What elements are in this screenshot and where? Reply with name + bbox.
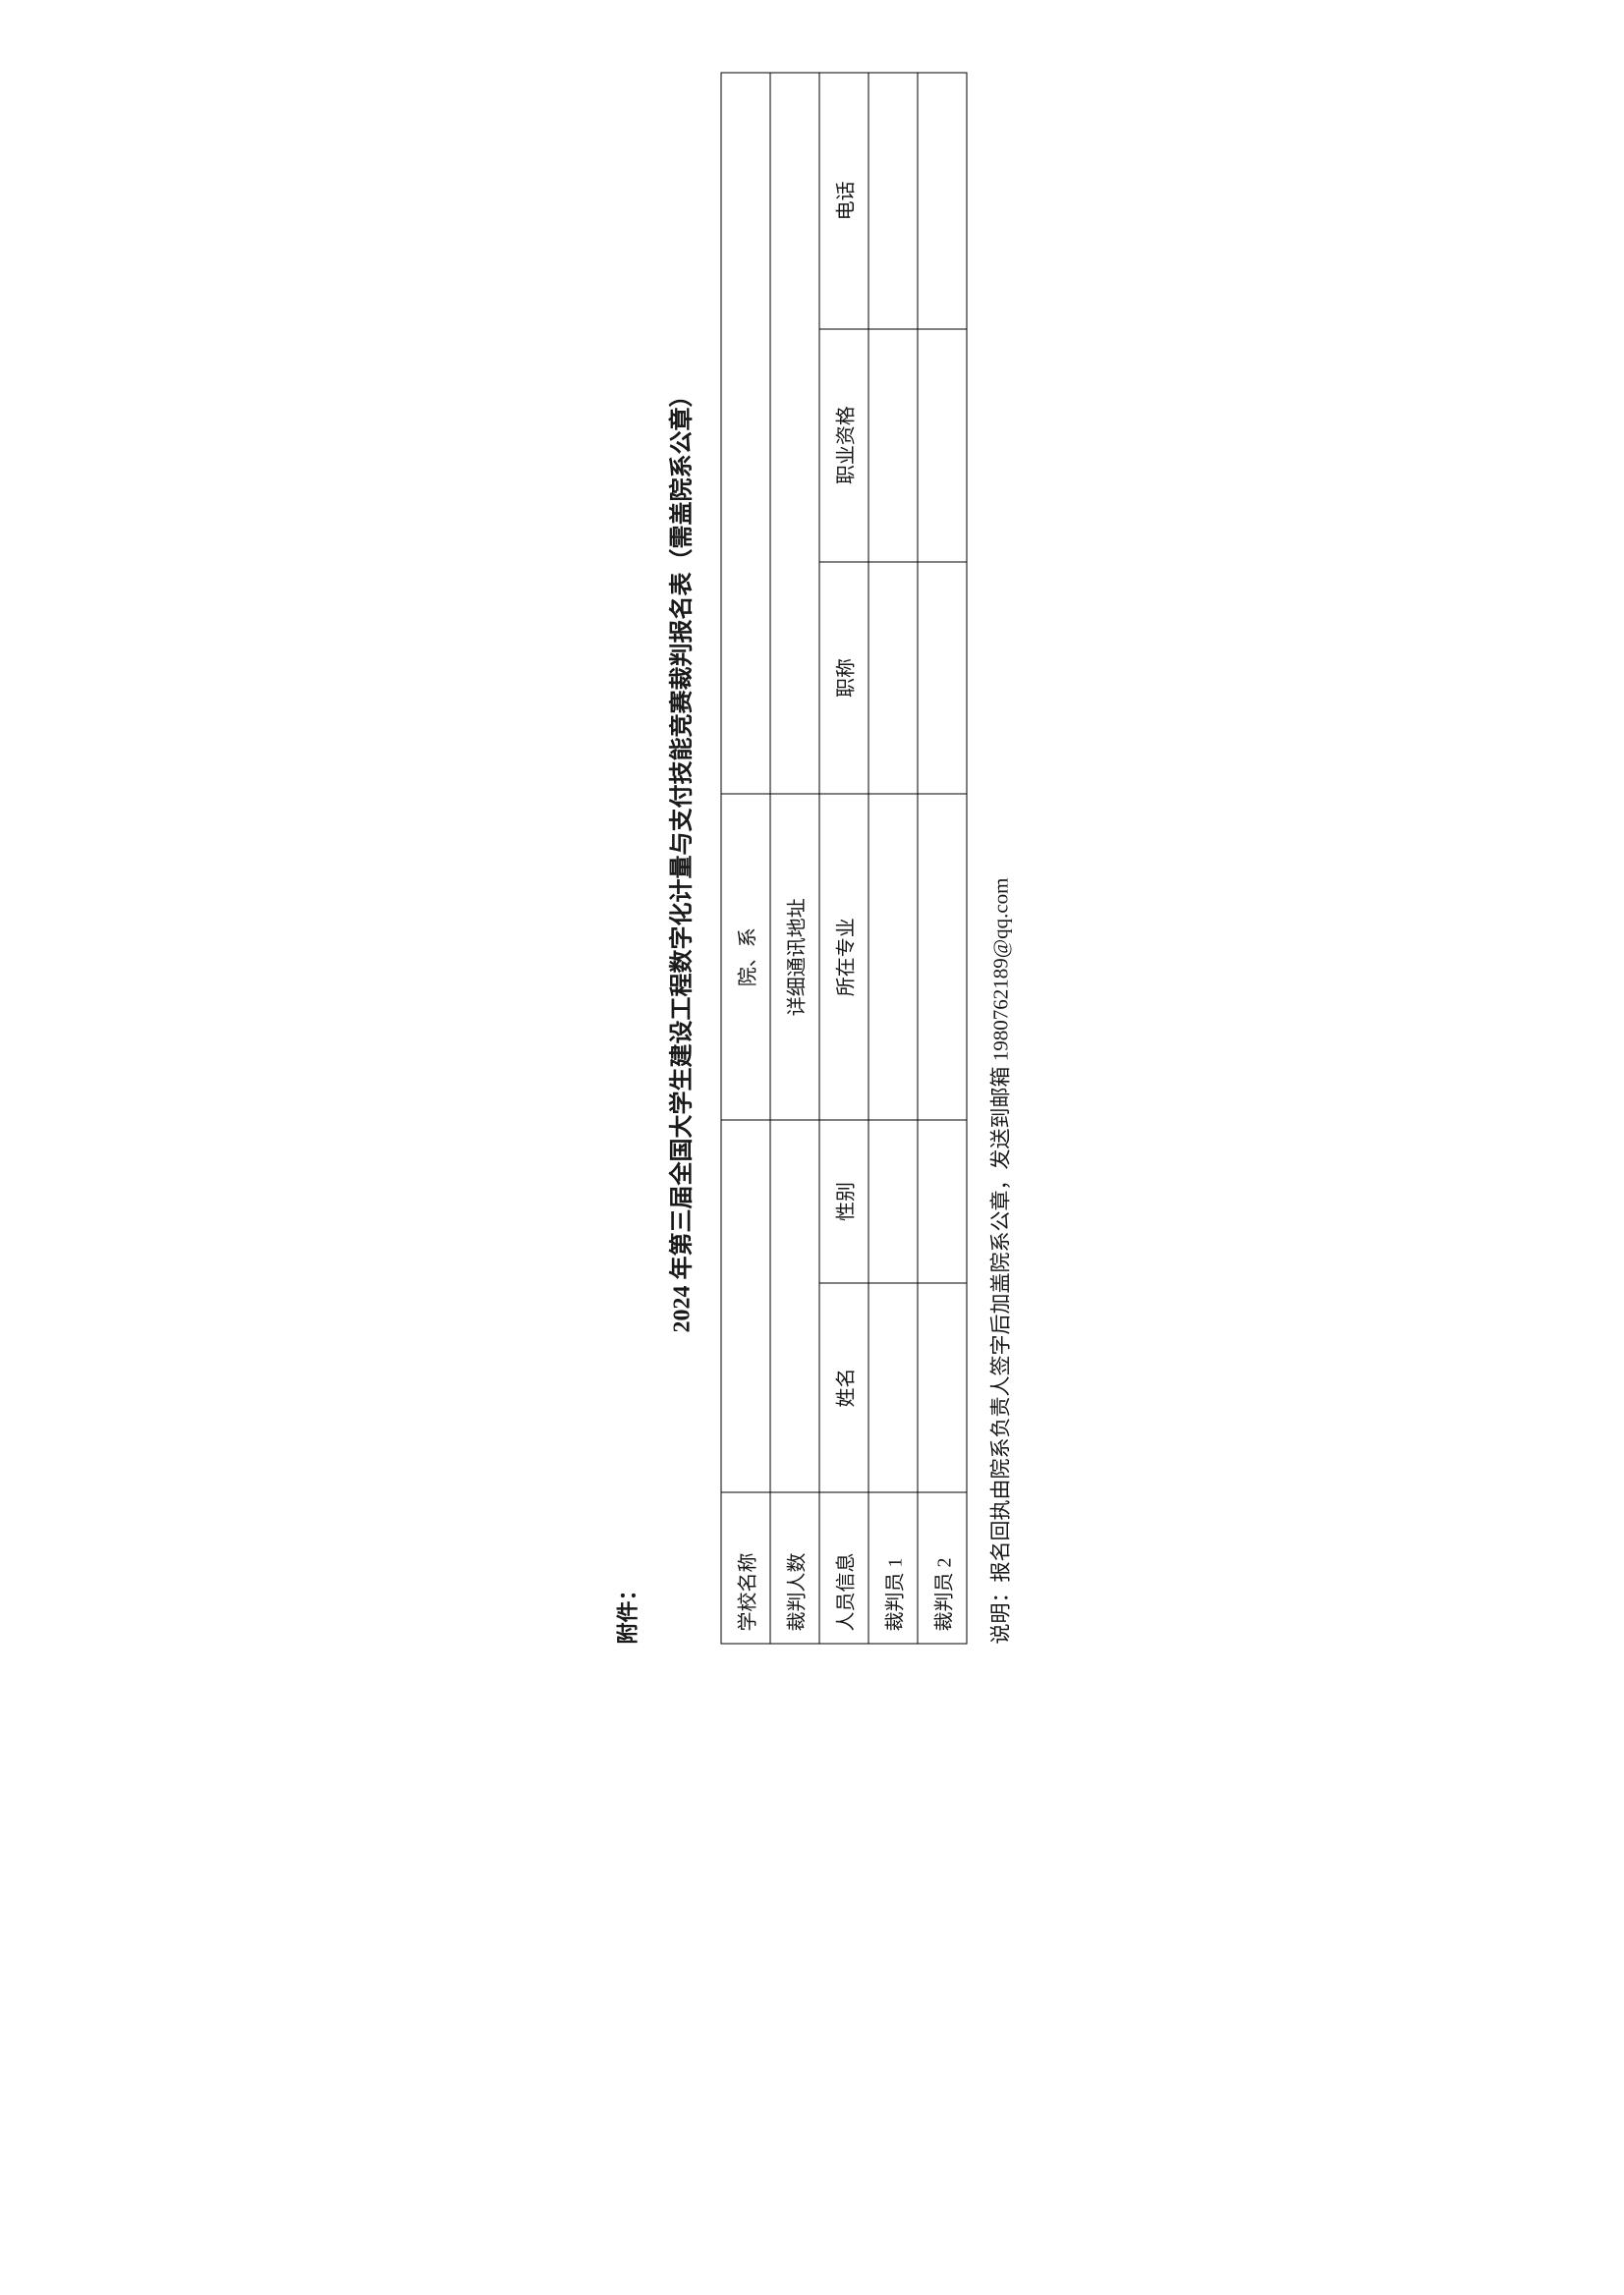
col-header-qualification: 职业资格 <box>819 329 868 562</box>
judge-count-value-cell <box>770 1120 819 1492</box>
judge1-title-cell <box>868 562 918 795</box>
address-value-cell <box>770 73 819 794</box>
judge-count-label-cell: 裁判人数 <box>770 1492 819 1644</box>
registration-table: 学校名称 院、系 裁判人数 详细通讯地址 人员信息 姓名 性别 所在专业 职称 … <box>720 73 967 1645</box>
dept-value-cell <box>721 73 770 794</box>
school-label-cell: 学校名称 <box>721 1492 770 1644</box>
table-row-headers: 人员信息 姓名 性别 所在专业 职称 职业资格 电话 <box>819 73 868 1644</box>
judge2-label-cell: 裁判员 2 <box>918 1492 967 1644</box>
judge2-name-cell <box>918 1283 967 1492</box>
judge2-major-cell <box>918 794 967 1120</box>
page-content: 附件： 2024 年第三届全国大学生建设工程数字化计量与支付技能竞赛裁判报名表（… <box>610 73 1014 1645</box>
table-row-school: 学校名称 院、系 <box>721 73 770 1644</box>
judge2-phone-cell <box>918 73 967 329</box>
judge2-gender-cell <box>918 1120 967 1283</box>
personnel-label-cell: 人员信息 <box>819 1492 868 1644</box>
table-row-judge2: 裁判员 2 <box>918 73 967 1644</box>
judge1-phone-cell <box>868 73 918 329</box>
judge1-major-cell <box>868 794 918 1120</box>
col-header-name: 姓名 <box>819 1283 868 1492</box>
form-title: 2024 年第三届全国大学生建设工程数字化计量与支付技能竞赛裁判报名表（需盖院系… <box>661 73 696 1645</box>
judge1-gender-cell <box>868 1120 918 1283</box>
table-row-judge1: 裁判员 1 <box>868 73 918 1644</box>
attachment-label: 附件： <box>610 73 642 1645</box>
table-row-count: 裁判人数 详细通讯地址 <box>770 73 819 1644</box>
col-header-major: 所在专业 <box>819 794 868 1120</box>
col-header-phone: 电话 <box>819 73 868 329</box>
col-header-title: 职称 <box>819 562 868 795</box>
school-value-cell <box>721 1120 770 1492</box>
address-label-cell: 详细通讯地址 <box>770 794 819 1120</box>
judge2-qualification-cell <box>918 329 967 562</box>
judge2-title-cell <box>918 562 967 795</box>
col-header-gender: 性别 <box>819 1120 868 1283</box>
judge1-qualification-cell <box>868 329 918 562</box>
dept-label-cell: 院、系 <box>721 794 770 1120</box>
judge1-label-cell: 裁判员 1 <box>868 1492 918 1644</box>
judge1-name-cell <box>868 1283 918 1492</box>
note-text: 说明：报名回执由院系负责人签字后加盖院系公章，发送到邮箱 1980762189@… <box>984 73 1014 1645</box>
